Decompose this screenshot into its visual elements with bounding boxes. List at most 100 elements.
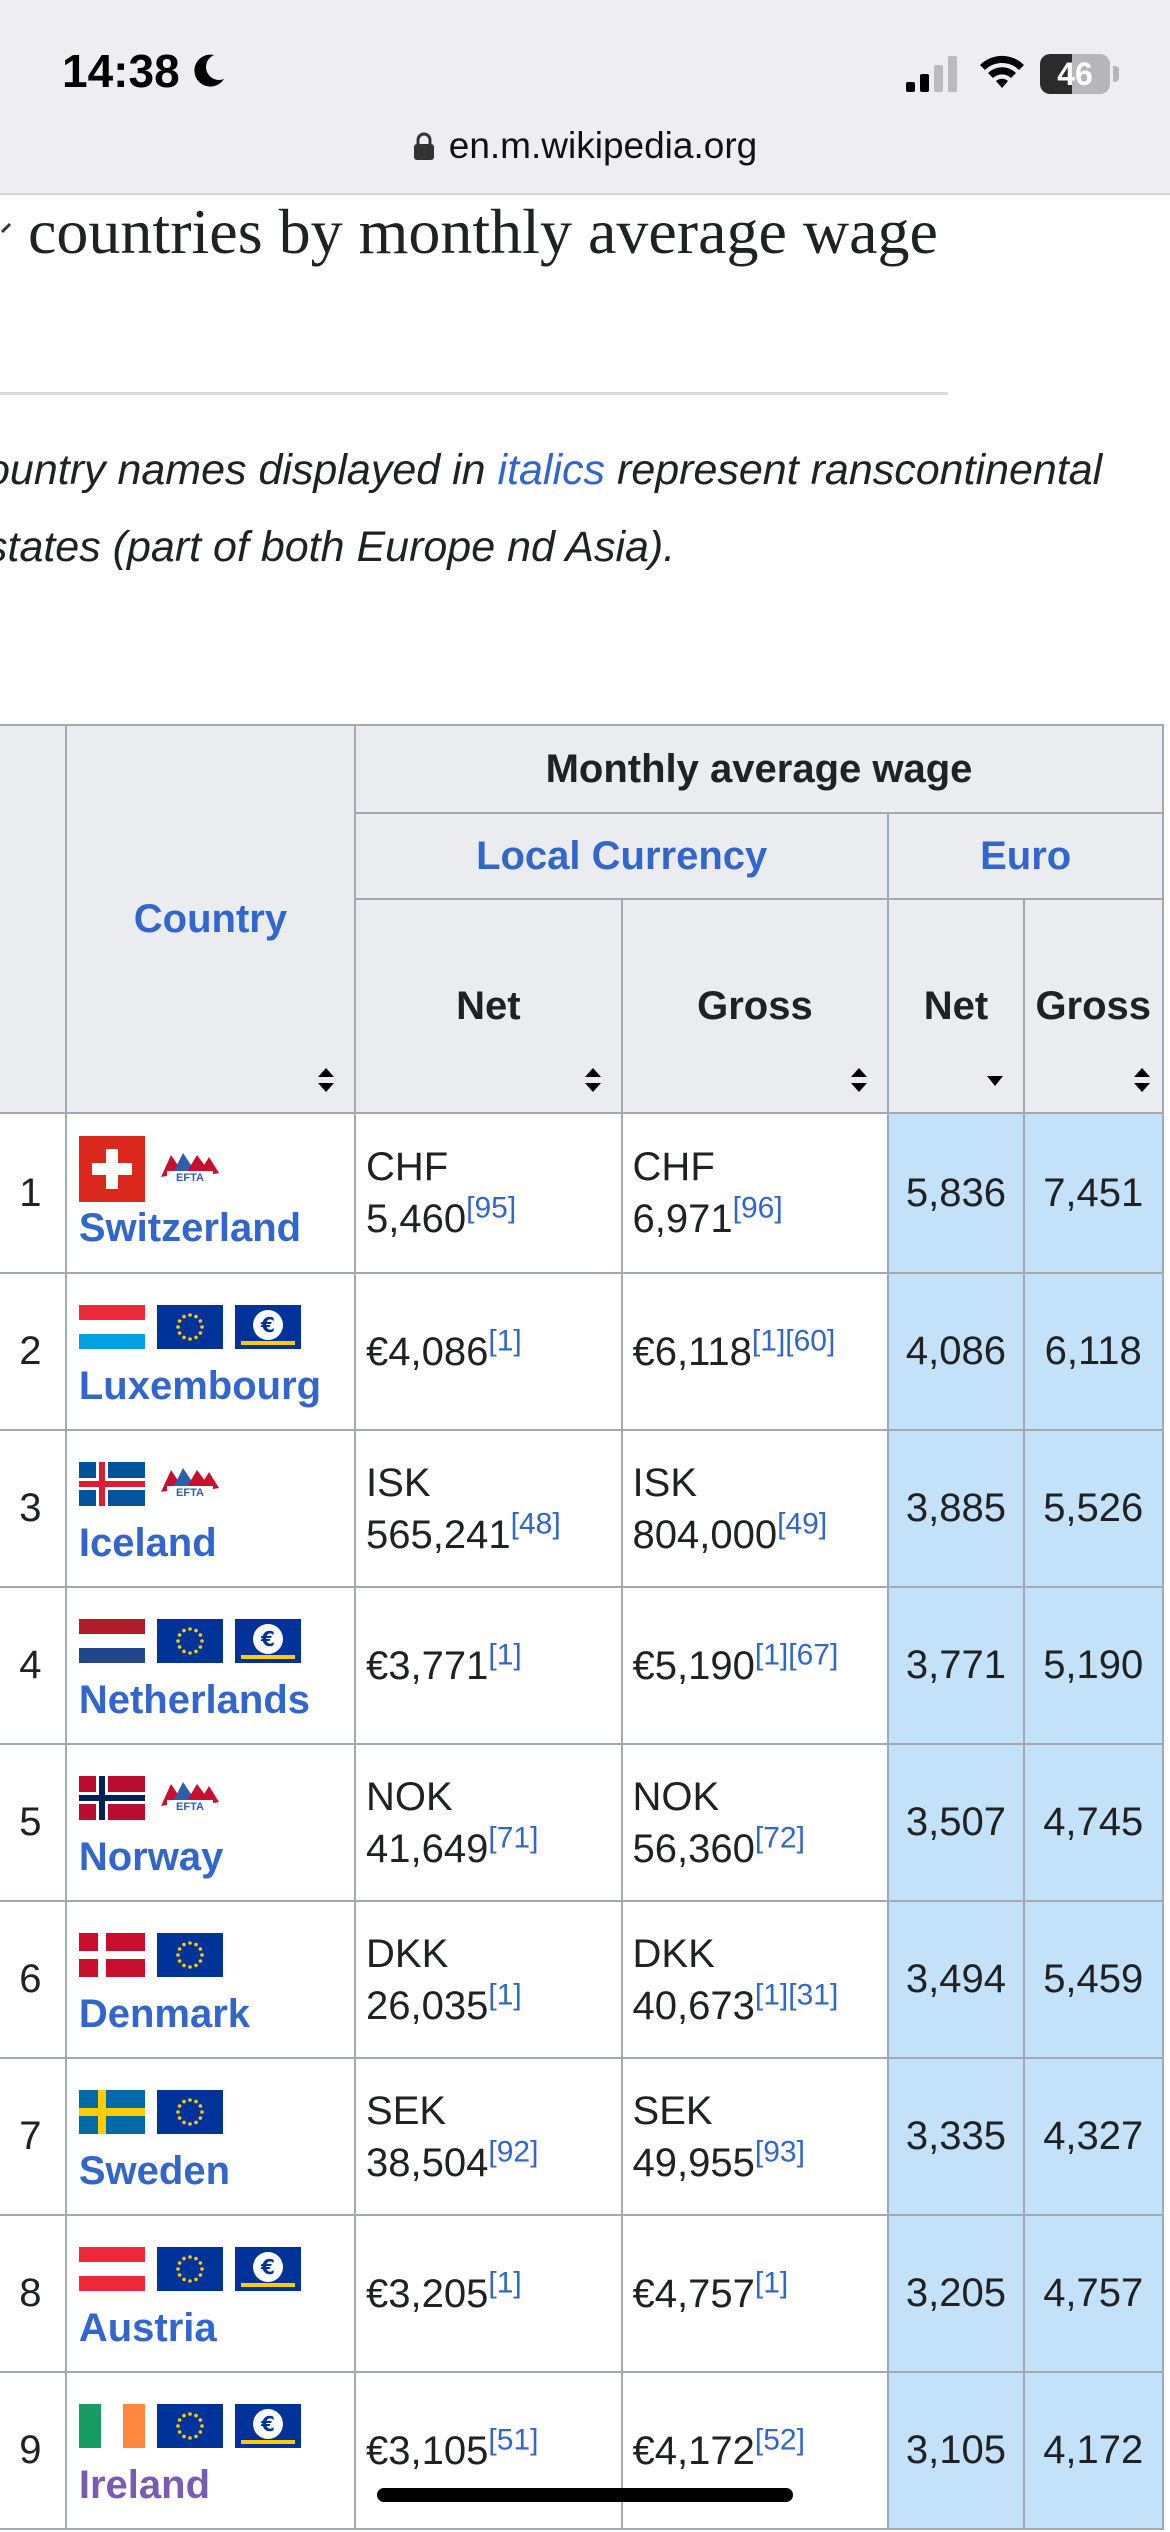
wage-value: €3,205: [366, 2271, 489, 2316]
euro-net-cell: 3,885: [887, 1429, 1025, 1588]
citation-link[interactable]: [71]: [488, 1821, 539, 1855]
iceland-flag-icon[interactable]: [78, 1462, 145, 1506]
flag-group: EFTA: [78, 1451, 354, 1517]
currency-code: NOK: [366, 1774, 453, 1819]
rank-cell: 2: [0, 1272, 67, 1431]
eurozone-icon[interactable]: €: [234, 1619, 301, 1663]
local-gross-header[interactable]: Gross: [620, 898, 890, 1114]
flag-group: [78, 2079, 354, 2145]
eu-flag-icon[interactable]: [156, 2404, 223, 2448]
austria-flag-icon[interactable]: [78, 2247, 145, 2291]
efta-logo-icon[interactable]: EFTA: [157, 1462, 223, 1506]
italics-link[interactable]: italics: [497, 446, 606, 494]
citation-link[interactable]: [1][60]: [751, 1324, 836, 1358]
svg-text:€: €: [260, 2412, 275, 2436]
chevron-icon[interactable]: [0, 220, 14, 234]
eurozone-icon[interactable]: €: [234, 1305, 301, 1349]
switzerland-flag-icon[interactable]: [78, 1135, 145, 1202]
euro-net-cell: 3,494: [887, 1900, 1025, 2059]
citation-link[interactable]: [51]: [488, 2423, 539, 2457]
country-header-label: Country: [133, 896, 288, 941]
eu-flag-icon[interactable]: [156, 2247, 223, 2291]
svg-text:EFTA: EFTA: [176, 1801, 204, 1813]
battery-level-fill: [1040, 54, 1073, 94]
note-text-end: represent ranscontinental states (part o…: [0, 446, 1103, 571]
eurozone-icon[interactable]: €: [234, 2247, 301, 2291]
currency-code: ISK: [366, 1460, 431, 1505]
country-link[interactable]: Netherlands: [78, 1678, 311, 1722]
eurozone-icon[interactable]: €: [234, 2404, 301, 2448]
citation-link[interactable]: [72]: [754, 1821, 805, 1855]
battery-icon: 46: [1040, 54, 1110, 94]
citation-link[interactable]: [1][67]: [754, 1638, 839, 1672]
sort-icon[interactable]: [583, 1066, 603, 1094]
euro-header[interactable]: Euro: [887, 812, 1164, 900]
country-link[interactable]: Iceland: [78, 1521, 217, 1565]
citation-link[interactable]: [49]: [777, 1507, 828, 1541]
local-net-header[interactable]: Net: [354, 898, 623, 1114]
citation-link[interactable]: [1]: [488, 1638, 522, 1672]
sweden-flag-icon[interactable]: [78, 2090, 145, 2134]
ireland-flag-icon[interactable]: [78, 2404, 145, 2448]
eu-flag-icon[interactable]: [156, 1619, 223, 1663]
table-row: 7 Sweden SEK 38,504[92] SEK 49,955[93] 3,335 4,…: [0, 2057, 1164, 2216]
netherlands-flag-icon[interactable]: [78, 1619, 145, 1663]
sort-descending-icon[interactable]: [985, 1074, 1005, 1088]
euro-net-header[interactable]: Net: [887, 898, 1025, 1114]
cellular-signal-icon: [906, 56, 957, 92]
local-net-cell: €3,105[51]: [354, 2371, 623, 2530]
euro-net-cell: 5,836: [887, 1112, 1025, 1274]
local-net-cell: DKK 26,035[1]: [354, 1900, 623, 2059]
euro-gross-header[interactable]: Gross: [1022, 898, 1164, 1114]
country-link[interactable]: Austria: [78, 2306, 217, 2350]
local-gross-cell: €4,172[52]: [620, 2371, 890, 2530]
wage-value: 804,000: [632, 1512, 778, 1557]
citation-link[interactable]: [1]: [488, 2266, 522, 2300]
home-indicator[interactable]: [377, 2488, 793, 2502]
citation-link[interactable]: [95]: [466, 1191, 517, 1225]
eu-flag-icon[interactable]: [156, 1933, 223, 1977]
country-link[interactable]: Ireland: [78, 2463, 210, 2507]
country-cell: EFTA Iceland: [64, 1429, 357, 1588]
address-bar[interactable]: en.m.wikipedia.org: [0, 118, 1170, 174]
citation-link[interactable]: [92]: [488, 2135, 539, 2169]
citation-link[interactable]: [96]: [732, 1191, 783, 1225]
sort-icon[interactable]: [1132, 1066, 1152, 1094]
euro-gross-cell: 5,459: [1022, 1900, 1164, 2059]
country-link[interactable]: Sweden: [78, 2149, 230, 2193]
table-row: 6 Denmark DKK 26,035[1] DKK 40,673[1][31] 3,49…: [0, 1900, 1164, 2059]
local-gross-cell: SEK 49,955[93]: [620, 2057, 890, 2216]
efta-logo-icon[interactable]: EFTA: [157, 1776, 223, 1820]
country-header[interactable]: Country: [64, 724, 357, 1114]
wage-value: €6,118: [632, 1329, 752, 1374]
denmark-flag-icon[interactable]: [78, 1933, 145, 1977]
eu-flag-icon[interactable]: [156, 1305, 223, 1349]
citation-link[interactable]: [1]: [754, 2266, 789, 2300]
country-link[interactable]: Switzerland: [78, 1205, 302, 1250]
country-link[interactable]: Denmark: [78, 1992, 251, 2036]
country-link[interactable]: Luxembourg: [78, 1364, 322, 1408]
sort-icon[interactable]: [316, 1066, 336, 1094]
citation-link[interactable]: [48]: [510, 1507, 561, 1541]
country-cell: € Ireland: [64, 2371, 357, 2530]
wage-value: 5,460: [366, 1197, 467, 1241]
country-link[interactable]: Norway: [78, 1835, 224, 1879]
rank-cell: 3: [0, 1429, 67, 1588]
local-currency-header[interactable]: Local Currency: [354, 812, 890, 900]
efta-logo-icon[interactable]: EFTA: [157, 1147, 223, 1191]
citation-link[interactable]: [52]: [754, 2423, 805, 2457]
citation-link[interactable]: [1]: [488, 1978, 522, 2012]
citation-link[interactable]: [1][31]: [754, 1978, 839, 2012]
lock-icon: [413, 132, 434, 160]
citation-link[interactable]: [93]: [754, 2135, 805, 2169]
citation-link[interactable]: [1]: [488, 1324, 522, 1358]
table-row: 1 EFTA Switzerland CHF 5,460[95] CHF 6,971[96]…: [0, 1112, 1164, 1274]
norway-flag-icon[interactable]: [78, 1776, 145, 1820]
rank-cell: 6: [0, 1900, 67, 2059]
eu-flag-icon[interactable]: [156, 2090, 223, 2134]
luxembourg-flag-icon[interactable]: [78, 1305, 145, 1349]
wage-value: 38,504: [366, 2140, 489, 2185]
euro-net-cell: 3,105: [887, 2371, 1025, 2530]
rank-cell: 7: [0, 2057, 67, 2216]
sort-icon[interactable]: [849, 1066, 869, 1094]
